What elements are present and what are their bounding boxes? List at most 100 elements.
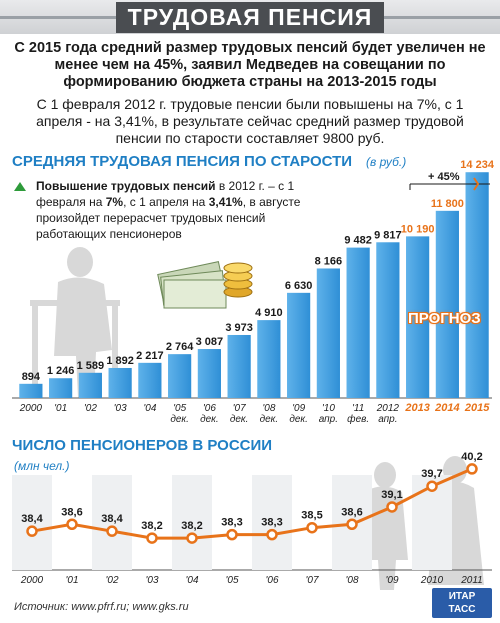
line-tick-label-4: '04 [185,575,198,586]
line-point-2 [106,525,118,537]
line-value-label-7: 38,5 [301,510,322,522]
line-tick-label-3: '03 [145,575,158,586]
band-0 [12,475,52,570]
line-tick-label-2: '02 [105,575,118,586]
pensioners-line [31,467,473,540]
note-bold-1: Повышение трудовых пенсий [36,179,216,193]
bar-tick-label-3: '03 [114,403,127,414]
bar-tick-label-6-b: дек. [200,414,219,425]
band-6 [252,475,292,570]
bar-tick-label-5: '05 [173,403,186,414]
bar-2 [78,372,102,398]
line-value-label-4: 38,2 [181,520,202,532]
line-point-0 [26,525,38,537]
line-value-label-2: 38,4 [101,513,123,525]
bar-tick-label-7: '07 [233,403,246,414]
logo-line-2: ТАСС [448,604,476,615]
band-2 [92,475,132,570]
forecast-label: ПРОГНОЗ [408,310,481,327]
bar-tick-label-12-b: апр. [378,414,397,425]
itar-tass-logo: ИТАР ТАСС [432,588,492,618]
bar-chart: 894 2000 1 246 '01 1 589 '02 1 892 '03 2 217 '04 2… [12,159,495,425]
page-title: ТРУДОВАЯ ПЕНСИЯ [115,1,385,33]
bar-value-label-8: 4 910 [255,307,283,319]
line-tick-label-0: 2000 [20,575,44,586]
bar-10 [316,268,340,398]
bar-15 [465,172,489,398]
headline: С 2015 года средний размер трудовых пенс… [14,40,486,90]
bar-tick-label-2: '02 [84,403,97,414]
line-point-6 [266,528,278,541]
line-value-label-11: 40,2 [461,451,482,463]
bar-8 [257,320,281,398]
note-bold-2: 7% [105,195,124,209]
bar-tick-label-8-b: дек. [260,414,279,425]
line-value-label-5: 38,3 [221,517,242,529]
bar-3 [108,367,132,398]
bar-tick-label-4: '04 [143,403,156,414]
bar-value-label-6: 3 087 [196,336,224,348]
bar-5 [168,354,192,398]
bar-value-label-2: 1 589 [77,360,105,372]
line-tick-label-1: '01 [65,575,78,586]
increase-note: Повышение трудовых пенсий в 2012 г. – с … [14,178,324,242]
bar-tick-label-10-b: апр. [319,414,338,425]
bar-11 [346,247,370,398]
bar-value-label-3: 1 892 [106,355,134,367]
line-tick-label-11: 2011 [460,575,483,586]
bar-value-label-10: 8 166 [315,255,343,267]
bar-1 [49,378,73,398]
bar-tick-label-0: 2000 [19,403,43,414]
bar-value-label-1: 1 246 [47,365,75,377]
line-point-8 [346,518,358,530]
bar-tick-label-1: '01 [54,403,67,414]
source-note: Источник: www.pfrf.ru; www.gks.ru [14,601,189,613]
bar-value-label-5: 2 764 [166,341,194,353]
bar-tick-label-15: 2015 [464,402,490,414]
bar-14 [435,210,459,398]
line-value-label-9: 39,1 [381,489,402,501]
bar-9 [287,292,311,398]
bar-tick-label-8: '08 [262,403,275,414]
bar-value-label-11: 9 482 [344,235,372,247]
line-tick-label-9: '09 [385,575,398,586]
bar-7 [227,334,251,398]
bar-tick-label-12: 2012 [376,403,400,414]
money-icon [157,261,253,309]
note-text-2: , с 1 апреля на [123,195,209,209]
growth-annotation: + 45% [409,171,490,191]
line-point-9 [386,501,398,513]
note-text-3: , в августе произойдет перерасчет трудов… [36,195,301,241]
bar-0 [19,383,43,398]
bar-tick-label-14: 2014 [434,402,459,414]
bar-value-label-7: 3 973 [225,322,253,334]
line-point-3 [146,532,158,544]
line-value-label-1: 38,6 [61,506,82,518]
line-point-5 [226,528,238,541]
bar-tick-label-13: 2013 [404,402,429,414]
line-value-label-10: 39,7 [421,468,442,480]
line-point-7 [306,521,318,534]
bar-tick-label-5-b: дек. [170,414,189,425]
bar-value-label-15: 14 234 [460,159,495,171]
note-text-1: в 2012 г. – с 1 февраля на [36,179,295,209]
bar-chart-title: СРЕДНЯЯ ТРУДОВАЯ ПЕНСИЯ ПО СТАРОСТИ [12,153,353,170]
bar-value-label-13: 10 190 [401,223,435,235]
bar-value-label-14: 11 800 [431,198,464,210]
bar-value-label-4: 2 217 [136,350,164,362]
bar-chart-unit: (в руб.) [366,155,407,169]
bar-13 [406,236,430,398]
band-4 [172,475,212,570]
bar-value-label-9: 6 630 [285,280,313,292]
line-value-label-8: 38,6 [341,506,362,518]
bar-value-label-0: 894 [22,371,41,383]
bar-tick-label-10: '10 [322,403,335,414]
line-tick-label-8: '08 [345,575,358,586]
line-point-10 [426,480,438,492]
line-tick-label-6: '06 [265,575,278,586]
bar-tick-label-9: '09 [292,403,305,414]
note-bold-3: 3,41% [208,195,243,209]
line-chart-title: ЧИСЛО ПЕНСИОНЕРОВ В РОССИИ [12,437,273,454]
bar-tick-label-7-b: дек. [230,414,249,425]
